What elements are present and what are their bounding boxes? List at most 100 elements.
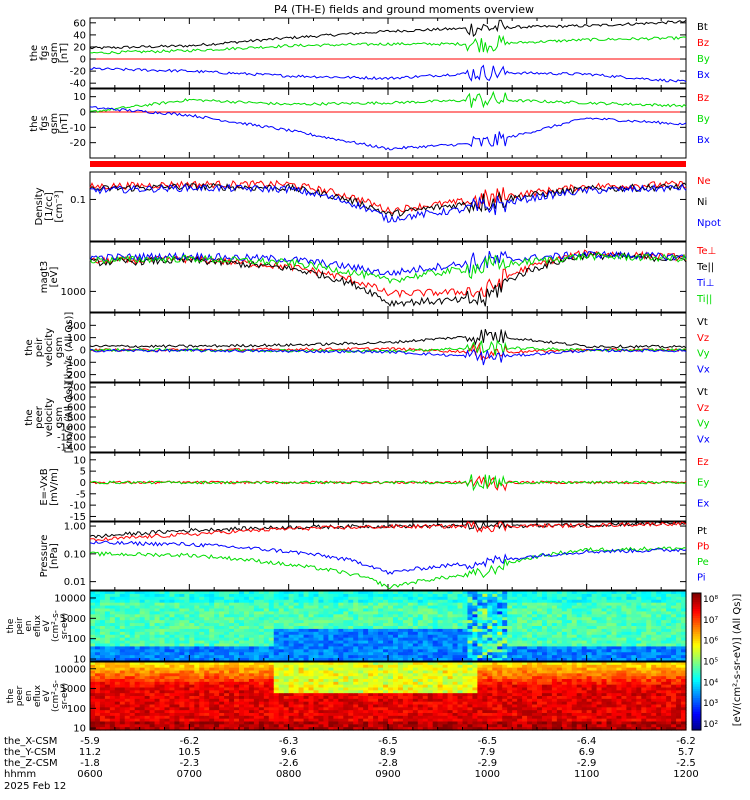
spectrogram-cell [154,664,161,669]
spectrogram-cell [571,652,578,656]
spectrogram-cell [209,667,215,672]
spectrogram-cell [288,681,295,686]
spectrogram-cell [189,605,195,610]
spectrogram-cell [576,596,583,601]
spectrogram-cell [283,599,290,604]
spectrogram-cell [179,676,185,680]
spectrogram-cell [139,704,146,708]
spectrogram-cell [109,617,116,621]
spectrogram-cell [144,605,151,610]
spectrogram-cell [576,649,583,653]
spectrogram-cell [214,646,220,650]
spectrogram-cell [283,658,290,662]
spectrogram-cell [273,662,280,666]
spectrogram-cell [219,608,225,613]
spectrogram-cell [576,655,583,659]
spectrogram-cell [139,715,146,720]
spectrogram-cell [323,698,329,703]
spectrogram-cell [388,690,394,694]
spectrogram-cell [383,602,389,607]
spectrogram-cell [368,634,374,639]
spectrogram-cell [164,634,171,639]
spectrogram-cell [392,620,399,624]
spectrogram-cell [199,623,205,627]
spectrogram-cell [129,655,136,659]
spectrogram-cell [243,605,250,610]
spectrogram-cell [224,631,230,636]
spectrogram-cell [243,620,250,624]
spectrogram-cell [303,679,310,683]
spectrogram-cell [104,662,111,666]
spectrogram-cell [273,684,280,689]
spectrogram-cell [596,649,603,653]
spectrogram-cell [681,617,687,621]
spectrogram-cell [224,593,230,598]
spectrogram-cell [353,637,359,642]
spectrogram-cell [248,658,255,662]
spectrogram-cell [502,640,508,645]
spectrogram-cell [283,710,290,714]
spectrogram-cell [99,718,106,723]
spectrogram-cell [373,707,379,711]
spectrogram-cell [308,623,315,627]
spectrogram-cell [273,687,280,691]
spectrogram-cell [318,637,325,642]
spectrogram-cell [641,593,647,598]
spectrogram-cell [601,628,608,633]
spectrogram-cell [248,593,255,598]
spectrogram-cell [129,602,136,607]
spectrogram-cell [104,670,111,674]
spectrogram-cell [204,664,210,669]
spectrogram-cell [343,599,349,604]
spectrogram-cell [641,628,647,633]
spectrogram-cell [432,605,439,610]
spectrogram-cell [601,637,608,642]
spectrogram-cell [204,687,210,691]
spectrogram-cell [462,646,469,650]
spectrogram-cell [323,715,329,720]
spectrogram-cell [427,655,434,659]
spectrogram-cell [109,713,116,717]
spectrogram-cell [646,631,652,636]
spectrogram-cell [144,690,151,694]
legend-Ey: Ey [697,478,709,489]
spectrogram-cell [184,649,190,653]
spectrogram-cell [109,701,116,706]
spectrogram-cell [194,710,200,714]
spectrogram-cell [303,721,310,725]
spectrogram-cell [288,617,295,621]
spectrogram-cell [402,623,409,627]
spectrogram-cell [94,707,101,711]
spectrogram-cell [338,605,344,610]
spectrogram-cell [313,628,320,633]
spectrogram-cell [164,646,171,650]
spectrogram-cell [412,646,419,650]
series-line-By [89,90,687,113]
spectrogram-cell [199,684,205,689]
spectrogram-cell [229,620,235,624]
spectrogram-cell [239,662,245,666]
spectrogram-cell [323,605,329,610]
spectrogram-cell [124,637,131,642]
spectrogram-cell [139,611,146,615]
spectrogram-cell [278,655,285,659]
spectrogram-cell [229,690,235,694]
spectrogram-cell [661,637,667,642]
spectrogram-cell [154,658,161,662]
spectrogram-cell [293,667,300,672]
spectrogram-cell [666,596,672,601]
spectrogram-cell [313,710,320,714]
spectrogram-cell [159,681,166,686]
spectrogram-cell [104,681,111,686]
spectrogram-cell [179,687,185,691]
spectrogram-cell [104,634,111,639]
spectrogram-cell [373,626,379,630]
spectrogram-cell [397,646,404,650]
spectrogram-cell [288,611,295,615]
spectrogram-cell [94,670,101,674]
spectrogram-cell [189,670,195,674]
spectrogram-cell [427,643,434,648]
spectrogram-cell [313,623,320,627]
spectrogram-cell [129,623,136,627]
spectrogram-cell [541,608,548,613]
